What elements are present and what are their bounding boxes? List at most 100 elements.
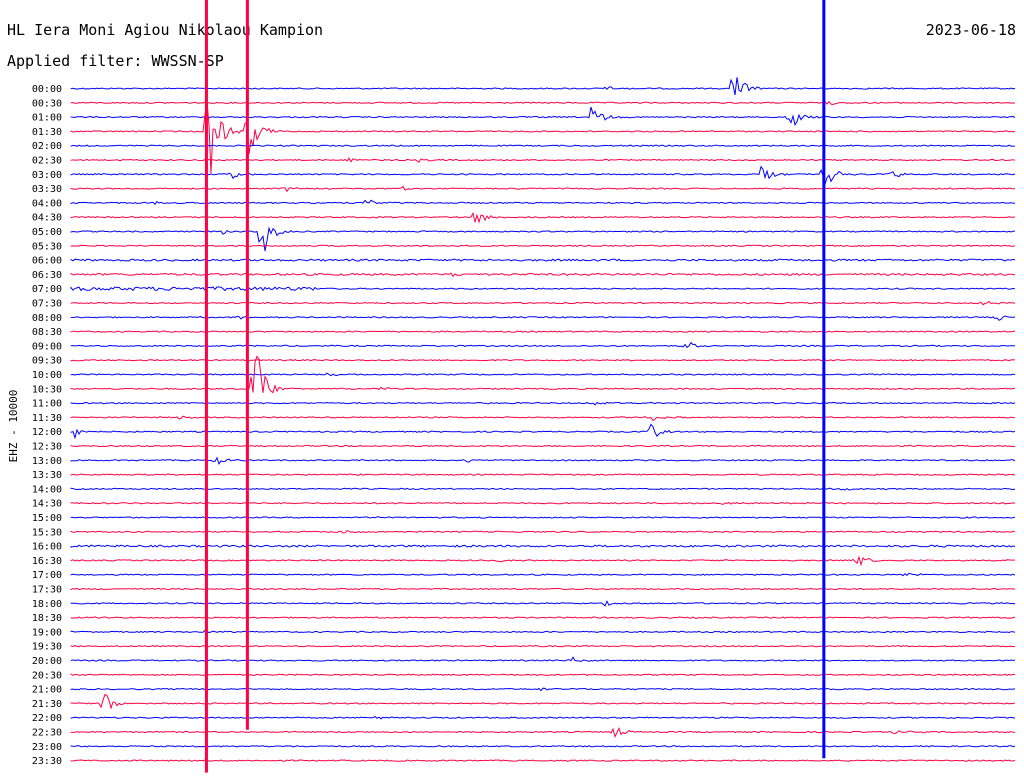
trace-line [70, 693, 1016, 710]
trace-line [70, 544, 1016, 548]
row-time-label: 17:00 [32, 570, 62, 581]
trace-line [70, 456, 1016, 466]
row-time-label: 08:00 [32, 313, 62, 324]
row-time-label: 16:30 [32, 556, 62, 567]
row-time-label: 14:30 [32, 499, 62, 510]
trace-line [70, 165, 1016, 187]
trace-line [70, 372, 1016, 377]
trace-line [70, 423, 1016, 440]
trace-line [70, 144, 1016, 147]
trace-line [70, 100, 1016, 106]
trace-line [70, 587, 1015, 591]
trace-line [70, 106, 1016, 127]
row-time-label: 06:30 [32, 270, 62, 281]
trace-line [70, 656, 1016, 663]
trace-line [70, 572, 1016, 577]
row-time-label: 07:30 [32, 299, 62, 310]
trace-line [70, 286, 1016, 292]
trace-line [70, 501, 1016, 506]
trace-line [70, 444, 1016, 448]
trace-line [70, 745, 1016, 748]
trace-line [70, 616, 1016, 619]
trace-line [70, 600, 1015, 607]
row-time-label: 00:30 [32, 98, 62, 109]
trace-line [70, 185, 1016, 193]
row-time-label: 20:00 [32, 656, 62, 667]
row-time-label: 09:00 [32, 341, 62, 352]
row-time-label: 15:30 [32, 527, 62, 538]
trace-line [70, 226, 1016, 252]
row-time-label: 03:00 [32, 170, 62, 181]
trace-line [70, 715, 1016, 720]
trace-line [70, 101, 1016, 174]
row-time-label: 23:30 [32, 756, 62, 767]
row-time-label: 01:00 [32, 113, 62, 124]
row-time-label: 08:30 [32, 327, 62, 338]
row-time-label: 19:30 [32, 642, 62, 653]
row-time-label: 14:00 [32, 484, 62, 495]
row-time-label: 10:00 [32, 370, 62, 381]
row-time-label: 21:00 [32, 685, 62, 696]
row-time-label: 13:00 [32, 456, 62, 467]
y-axis-label: EHZ - 10000 [7, 390, 20, 463]
row-time-label: 19:00 [32, 627, 62, 638]
row-time-label: 10:30 [32, 384, 62, 395]
row-time-label: 20:30 [32, 670, 62, 681]
row-time-label: 02:00 [32, 141, 62, 152]
date-label: 2023-06-18 [925, 21, 1016, 39]
row-time-label: 02:30 [32, 156, 62, 167]
trace-line [70, 516, 1016, 519]
row-time-label: 01:30 [32, 127, 62, 138]
row-time-label: 04:00 [32, 198, 62, 209]
row-time-label: 04:30 [32, 213, 62, 224]
trace-line [70, 315, 1016, 321]
trace-line [70, 726, 1016, 739]
row-time-label: 09:30 [32, 356, 62, 367]
trace-line [70, 401, 1016, 406]
trace-line [70, 630, 1016, 634]
trace-line [70, 258, 1016, 262]
trace-line [70, 673, 1016, 676]
trace-line [70, 77, 1016, 96]
trace-line [70, 341, 1016, 349]
row-time-label: 15:00 [32, 513, 62, 524]
trace-line [70, 330, 1016, 333]
row-time-label: 05:00 [32, 227, 62, 238]
station-title: HL Iera Moni Agiou Nikolaou Kampion [7, 21, 324, 39]
row-time-label: 18:30 [32, 613, 62, 624]
trace-line [70, 157, 1016, 163]
trace-line [70, 487, 1016, 491]
trace-line [70, 272, 1016, 278]
row-time-label: 12:00 [32, 427, 62, 438]
row-time-label: 12:30 [32, 442, 62, 453]
row-time-label: 23:00 [32, 742, 62, 753]
row-time-label: 05:30 [32, 241, 62, 252]
trace-line [70, 300, 1016, 306]
trace-line [70, 359, 1016, 362]
row-time-label: 18:00 [32, 599, 62, 610]
trace-line [70, 759, 1016, 762]
row-time-label: 16:00 [32, 542, 62, 553]
row-time-label: 22:30 [32, 728, 62, 739]
row-time-label: 22:00 [32, 713, 62, 724]
trace-line [70, 473, 1016, 476]
trace-line [70, 555, 1016, 567]
row-time-label: 06:00 [32, 256, 62, 267]
row-time-label: 07:00 [32, 284, 62, 295]
row-time-label: 11:30 [32, 413, 62, 424]
trace-line [70, 199, 1016, 205]
row-time-label: 00:00 [32, 84, 62, 95]
row-time-label: 03:30 [32, 184, 62, 195]
row-time-label: 11:00 [32, 399, 62, 410]
trace-line [70, 530, 1016, 534]
row-time-label: 21:30 [32, 699, 62, 710]
trace-line [70, 415, 1016, 422]
trace-line [70, 355, 1016, 394]
trace-line [70, 211, 1016, 224]
row-time-label: 13:30 [32, 470, 62, 481]
row-time-label: 17:30 [32, 585, 62, 596]
trace-line [70, 687, 1016, 692]
trace-line [70, 244, 1016, 247]
trace-line [70, 645, 1015, 648]
